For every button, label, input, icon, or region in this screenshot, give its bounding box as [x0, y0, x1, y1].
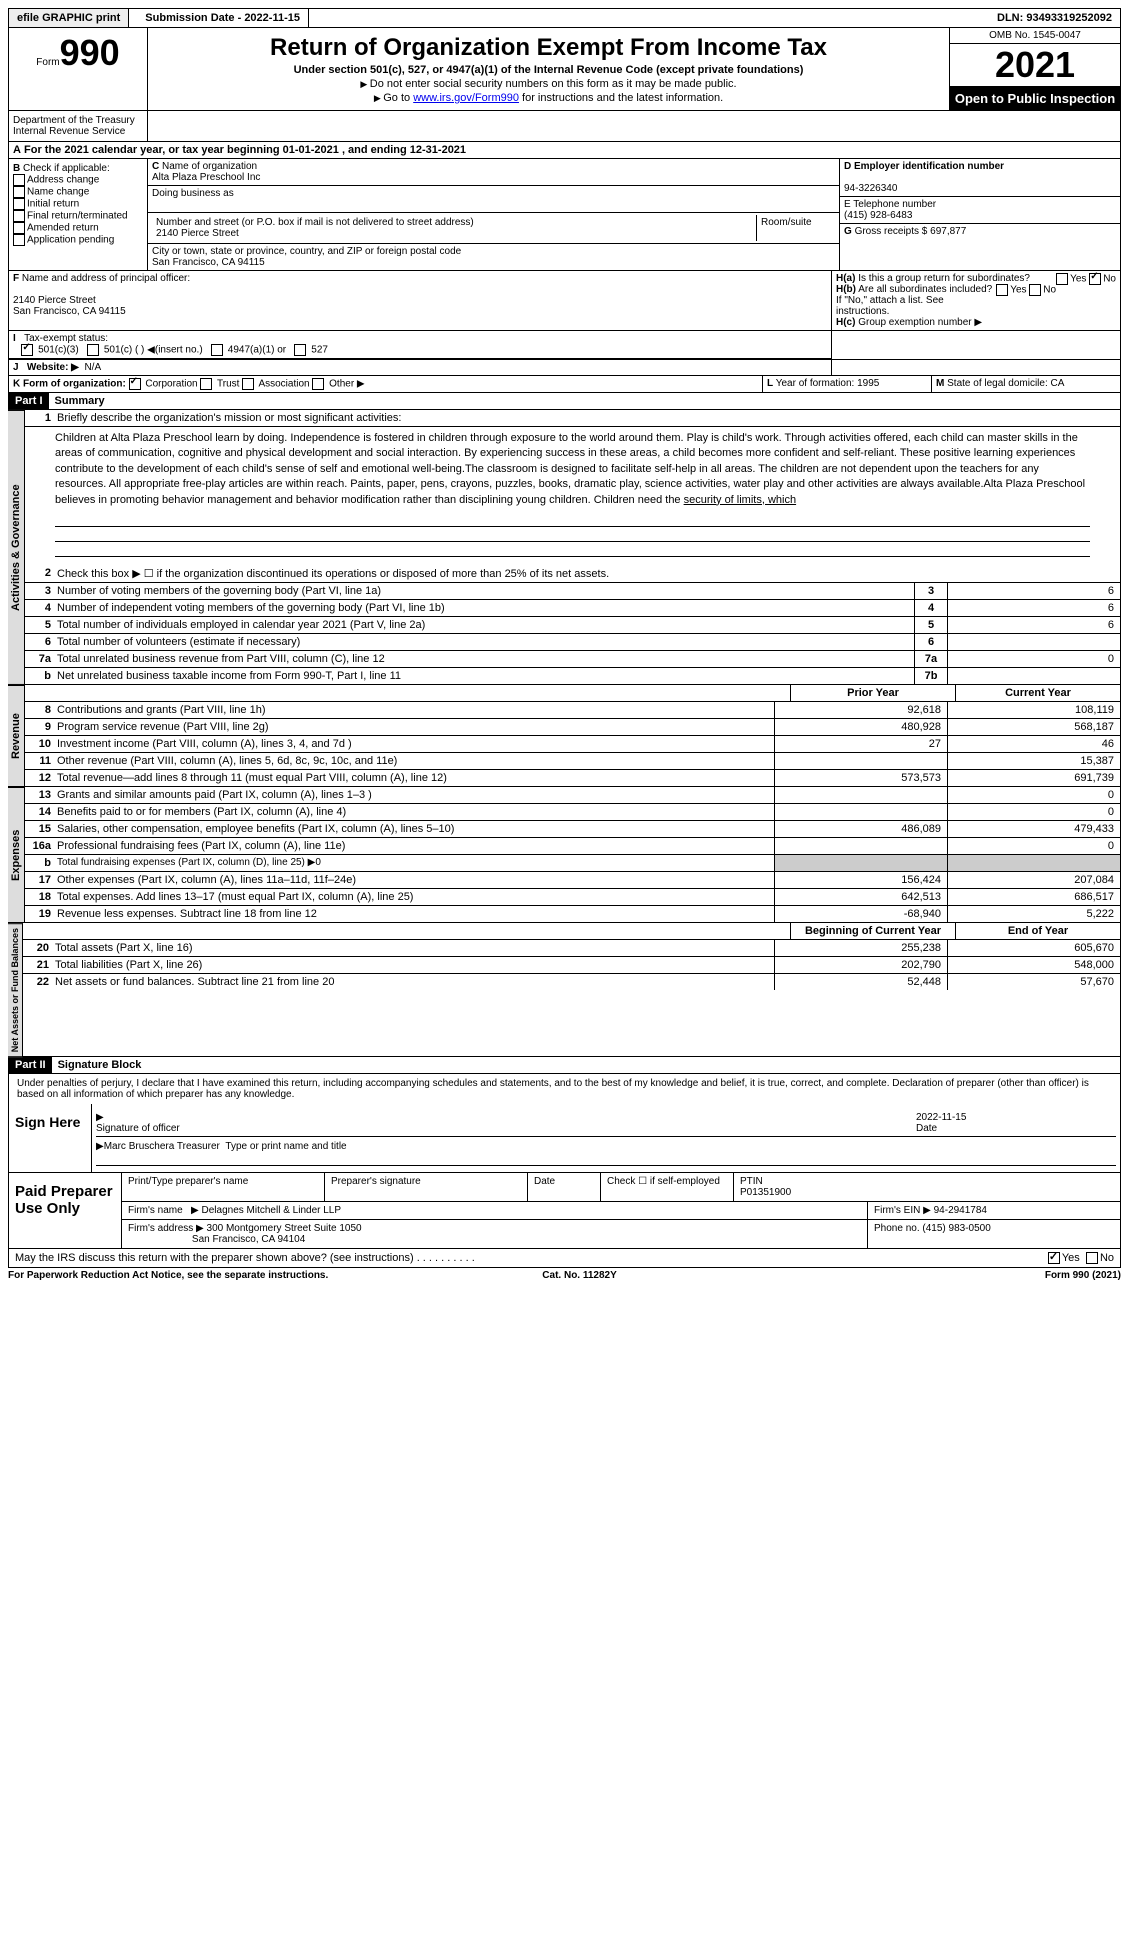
val-7b	[947, 668, 1120, 684]
form-prefix: Form	[36, 57, 59, 68]
phone: (415) 928-6483	[844, 210, 912, 221]
chk-address[interactable]	[13, 174, 25, 186]
efile-print-button[interactable]: efile GRAPHIC print	[9, 9, 129, 27]
header-center: Return of Organization Exempt From Incom…	[148, 28, 950, 110]
form-number-box: Form990	[9, 28, 148, 110]
form-subtitle: Under section 501(c), 527, or 4947(a)(1)…	[152, 64, 945, 76]
open-inspection: Open to Public Inspection	[950, 87, 1120, 110]
val-5: 6	[947, 617, 1120, 633]
chk-amended[interactable]	[13, 222, 25, 234]
form-990: 990	[60, 32, 120, 73]
tax-year: 2021	[950, 44, 1120, 87]
box-deg: D Employer identification number94-32263…	[840, 159, 1120, 270]
perjury-text: Under penalties of perjury, I declare th…	[9, 1074, 1120, 1104]
hb-no[interactable]	[1029, 284, 1041, 296]
chk-final[interactable]	[13, 210, 25, 222]
val-3: 6	[947, 583, 1120, 599]
section-net-assets: Net Assets or Fund Balances Beginning of…	[8, 923, 1121, 1057]
goto-note: Go to www.irs.gov/Form990 for instructio…	[152, 92, 945, 104]
ssn-note: Do not enter social security numbers on …	[152, 78, 945, 90]
signature-block: Under penalties of perjury, I declare th…	[8, 1074, 1121, 1268]
vtab-expenses: Expenses	[8, 787, 25, 923]
page-footer: For Paperwork Reduction Act Notice, see …	[8, 1268, 1121, 1283]
street: 2140 Pierce Street	[156, 228, 239, 239]
val-4: 6	[947, 600, 1120, 616]
box-h: H(a) Is this a group return for subordin…	[832, 271, 1120, 330]
form-header: Form990 Return of Organization Exempt Fr…	[8, 28, 1121, 111]
discuss-row: May the IRS discuss this return with the…	[9, 1248, 1120, 1267]
val-7a: 0	[947, 651, 1120, 667]
chk-name[interactable]	[13, 186, 25, 198]
row-a-tax-year: A For the 2021 calendar year, or tax yea…	[8, 142, 1121, 159]
gross-receipts: 697,877	[930, 226, 966, 237]
chk-4947[interactable]	[211, 344, 223, 356]
dept-treasury: Department of the Treasury Internal Reve…	[9, 111, 148, 141]
box-f: F Name and address of principal officer:…	[9, 271, 832, 330]
chk-501c3[interactable]	[21, 344, 33, 356]
part2-header: Part II Signature Block	[8, 1057, 1121, 1074]
box-i: I Tax-exempt status: 501(c)(3) 501(c) ( …	[9, 331, 832, 359]
chk-527[interactable]	[294, 344, 306, 356]
boxes-bcd: B Check if applicable: Address change Na…	[8, 159, 1121, 271]
omb-number: OMB No. 1545-0047	[950, 28, 1120, 44]
officer-name: Marc Bruschera Treasurer	[104, 1141, 220, 1163]
part1-header: Part I Summary	[8, 393, 1121, 410]
chk-pending[interactable]	[13, 234, 25, 246]
vtab-activities: Activities & Governance	[8, 410, 25, 685]
ha-no[interactable]	[1089, 273, 1101, 285]
paid-preparer: Paid Preparer Use Only Print/Type prepar…	[9, 1172, 1120, 1248]
discuss-yes[interactable]	[1048, 1252, 1060, 1264]
box-c: C Name of organizationAlta Plaza Prescho…	[148, 159, 840, 270]
chk-trust[interactable]	[200, 378, 212, 390]
vtab-revenue: Revenue	[8, 685, 25, 787]
boxes-klm: K Form of organization: Corporation Trus…	[8, 376, 1121, 393]
header-right: OMB No. 1545-0047 2021 Open to Public In…	[950, 28, 1120, 110]
mission-text: Children at Alta Plaza Preschool learn b…	[25, 427, 1120, 512]
chk-assoc[interactable]	[242, 378, 254, 390]
section-revenue: Revenue Prior YearCurrent Year 8Contribu…	[8, 685, 1121, 787]
chk-501c[interactable]	[87, 344, 99, 356]
top-bar: efile GRAPHIC print Submission Date - 20…	[8, 8, 1121, 28]
chk-corp[interactable]	[129, 378, 141, 390]
submission-date: Submission Date - 2022-11-15	[137, 9, 309, 27]
section-activities: Activities & Governance 1Briefly describ…	[8, 410, 1121, 685]
sign-here-label: Sign Here	[9, 1104, 92, 1172]
boxes-fh: F Name and address of principal officer:…	[8, 271, 1121, 331]
chk-other[interactable]	[312, 378, 324, 390]
irs-link[interactable]: www.irs.gov/Form990	[413, 92, 519, 104]
hb-yes[interactable]	[996, 284, 1008, 296]
box-j: J Website: ▶ N/A	[8, 360, 1121, 376]
form-title: Return of Organization Exempt From Incom…	[152, 34, 945, 62]
ha-yes[interactable]	[1056, 273, 1068, 285]
dln-number: DLN: 93493319252092	[989, 9, 1120, 27]
box-b: B Check if applicable: Address change Na…	[9, 159, 148, 270]
org-name: Alta Plaza Preschool Inc	[152, 172, 260, 183]
discuss-no[interactable]	[1086, 1252, 1098, 1264]
chk-initial[interactable]	[13, 198, 25, 210]
ein: 94-3226340	[844, 183, 897, 194]
vtab-net: Net Assets or Fund Balances	[8, 923, 23, 1057]
val-6	[947, 634, 1120, 650]
section-expenses: Expenses 13Grants and similar amounts pa…	[8, 787, 1121, 923]
boxes-ij: I Tax-exempt status: 501(c)(3) 501(c) ( …	[8, 331, 1121, 360]
city: San Francisco, CA 94115	[152, 257, 265, 268]
